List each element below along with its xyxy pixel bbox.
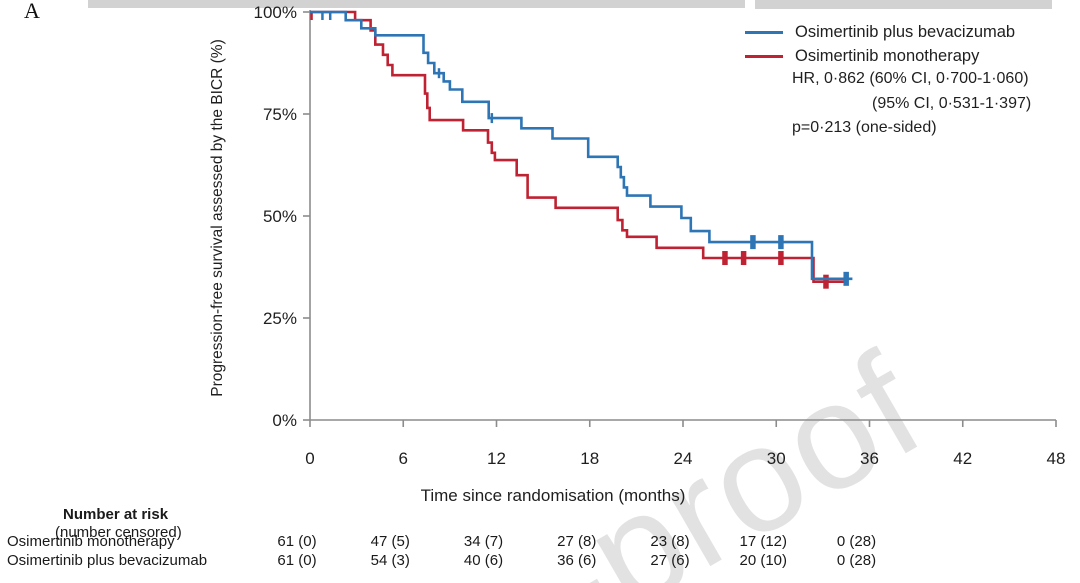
risk-table-subtitle: (number censored) (55, 524, 182, 541)
risk-row-label-monotherapy: Osimertinib monotherapy (7, 533, 175, 550)
y-tick-label: 50% (263, 207, 297, 226)
legend-label: Osimertinib plus bevacizumab (795, 22, 1016, 41)
x-tick-label: 42 (953, 449, 972, 468)
risk-cell: 20 (10) (739, 552, 788, 569)
legend-label: Osimertinib monotherapy (795, 46, 980, 65)
risk-table-title: Number at risk (63, 506, 169, 523)
panel-label: A (24, 0, 40, 23)
x-tick-label: 24 (674, 449, 693, 468)
x-tick-label: 48 (1047, 449, 1066, 468)
x-tick-label: 6 (399, 449, 408, 468)
risk-cell: 23 (8) (650, 533, 690, 550)
hr-annotation: HR, 0·862 (60% CI, 0·700-1·060) (792, 70, 1029, 87)
pvalue-annotation: p=0·213 (one-sided) (792, 119, 937, 136)
x-axis-title: Time since randomisation (months) (420, 486, 686, 505)
risk-cell: 27 (8) (557, 533, 597, 550)
risk-cell: 17 (12) (739, 533, 788, 550)
risk-cell: 36 (6) (557, 552, 597, 569)
legend-line-blue (745, 30, 783, 34)
km-curve-monotherapy (310, 10, 848, 283)
x-tick-label: 12 (487, 449, 506, 468)
x-tick-label: 18 (580, 449, 599, 468)
risk-cell: 61 (0) (277, 533, 317, 550)
ci95-annotation: (95% CI, 0·531-1·397) (872, 95, 1032, 112)
risk-cell: 0 (28) (836, 552, 877, 569)
legend-item-monotherapy: Osimertinib monotherapy (745, 44, 1015, 68)
risk-cell: 47 (5) (370, 533, 410, 550)
x-tick-label: 30 (767, 449, 786, 468)
km-curve-bevacizumab (310, 10, 853, 281)
legend-line-red (745, 54, 783, 58)
x-tick-label: 36 (860, 449, 879, 468)
y-tick-label: 0% (272, 411, 297, 430)
risk-cell: 61 (0) (277, 552, 317, 569)
risk-cell: 27 (6) (650, 552, 690, 569)
legend-item-bevacizumab: Osimertinib plus bevacizumab (745, 20, 1015, 44)
y-tick-label: 75% (263, 105, 297, 124)
header-bar-left (88, 0, 745, 8)
risk-cell: 34 (7) (463, 533, 504, 550)
risk-cell: 40 (6) (463, 552, 504, 569)
risk-row-label-bevacizumab: Osimertinib plus bevacizumab (7, 552, 208, 569)
risk-cell: 0 (28) (836, 533, 877, 550)
risk-cell: 54 (3) (370, 552, 410, 569)
y-axis-title: Progression-free survival assessed by th… (209, 39, 226, 397)
legend: Osimertinib plus bevacizumab Osimertinib… (745, 20, 1015, 68)
y-tick-label: 100% (254, 3, 297, 22)
x-tick-label: 0 (305, 449, 314, 468)
header-bar-right (755, 0, 1052, 9)
y-tick-label: 25% (263, 309, 297, 328)
